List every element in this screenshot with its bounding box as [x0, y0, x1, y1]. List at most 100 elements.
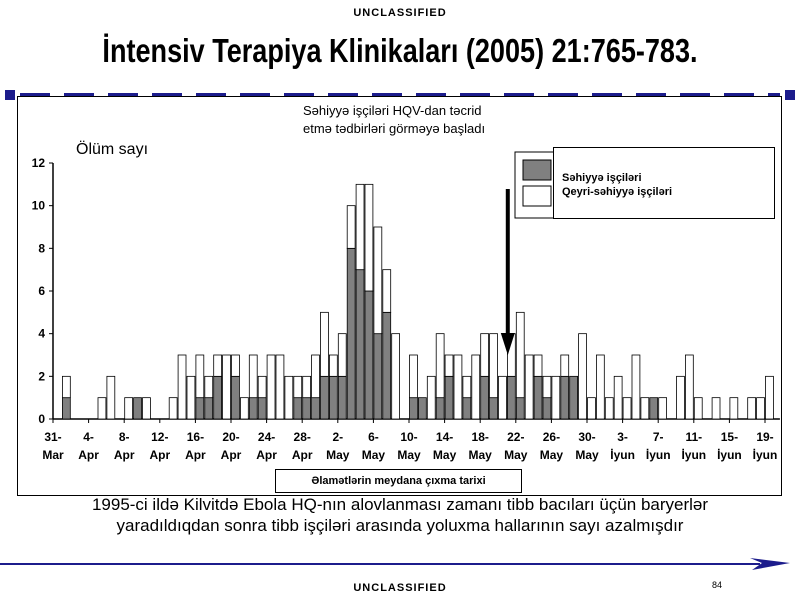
bar-non-health-workers — [435, 333, 445, 399]
chart-annotation: Səhiyyə işçiləri HQV-dan təcrid etmə təd… — [303, 103, 486, 136]
bar-health-workers — [515, 397, 525, 420]
bar-non-health-workers — [409, 354, 418, 399]
bar-health-workers — [62, 397, 71, 420]
x-tick-label-month: Apr — [221, 448, 242, 462]
bar-health-workers — [409, 397, 418, 420]
bar-non-health-workers — [524, 354, 534, 420]
bar-health-workers — [213, 375, 222, 420]
x-tick-label-month: May — [362, 448, 386, 462]
bar-non-health-workers — [498, 375, 507, 420]
x-tick-label-month: May — [397, 448, 421, 462]
bar-health-workers — [462, 397, 472, 420]
y-tick-label: 10 — [32, 199, 46, 213]
x-tick-label-day: 20- — [222, 430, 239, 444]
bar-non-health-workers — [382, 269, 392, 313]
bar-non-health-workers — [489, 333, 498, 399]
x-tick-label-day: 30- — [578, 430, 595, 444]
onset-label-box: Əlamətlərin meydana çıxma tarixi — [275, 469, 522, 493]
bar-health-workers — [506, 375, 516, 420]
x-tick-label-month: May — [433, 448, 457, 462]
bar-non-health-workers — [542, 375, 552, 399]
bar-non-health-workers — [444, 354, 454, 377]
x-tick-label-month: İyun — [646, 447, 671, 462]
bar-non-health-workers — [177, 354, 187, 420]
x-tick-label-month: Apr — [185, 448, 206, 462]
bar-non-health-workers — [551, 375, 561, 420]
x-tick-label-month: Apr — [114, 448, 135, 462]
bar-non-health-workers — [337, 333, 347, 377]
x-tick-label-day: 19- — [756, 430, 773, 444]
bar-non-health-workers — [480, 333, 490, 377]
bar-health-workers — [204, 397, 214, 420]
bar-health-workers — [489, 397, 498, 420]
y-tick-label: 8 — [38, 241, 45, 255]
x-tick-label-month: May — [575, 448, 599, 462]
bar-non-health-workers — [613, 375, 623, 420]
bar-non-health-workers — [453, 354, 463, 420]
bar-health-workers — [533, 375, 543, 420]
title-divider — [5, 90, 795, 100]
bar-non-health-workers — [302, 375, 312, 399]
bar-non-health-workers — [106, 375, 116, 420]
bar-non-health-workers — [711, 397, 721, 420]
bar-non-health-workers — [355, 183, 365, 271]
bottom-divider — [0, 558, 790, 570]
bar-non-health-workers — [231, 354, 240, 377]
bar-non-health-workers — [346, 205, 356, 249]
bar-non-health-workers — [222, 354, 231, 420]
bar-health-workers — [542, 397, 552, 420]
bar-non-health-workers — [373, 226, 383, 335]
bar-non-health-workers — [693, 397, 703, 420]
x-tick-label-day: 28- — [294, 430, 311, 444]
bar-non-health-workers — [685, 354, 694, 420]
bar-health-workers — [257, 397, 267, 420]
arrow-icon — [750, 558, 790, 570]
slide-caption: 1995-ci ildə Kilvitdə Ebola HQ-nın alovl… — [91, 495, 709, 535]
x-tick-label-month: May — [540, 448, 564, 462]
bar-non-health-workers — [596, 354, 605, 420]
bar-health-workers — [337, 375, 347, 420]
bar-non-health-workers — [62, 375, 71, 399]
bar-non-health-workers — [142, 397, 151, 420]
x-tick-label-day: 22- — [507, 430, 524, 444]
bar-health-workers — [133, 397, 142, 420]
bar-health-workers — [382, 311, 392, 420]
bar-health-workers — [320, 375, 329, 420]
legend-swatch-non-health-workers — [522, 185, 552, 207]
slide-title: İntensiv Terapiya Klinikaları (2005) 21:… — [102, 32, 698, 69]
bar-non-health-workers — [622, 397, 632, 420]
bar-non-health-workers — [391, 333, 401, 420]
x-tick-label-month: Mar — [42, 448, 64, 462]
bar-non-health-workers — [604, 397, 614, 420]
bar-non-health-workers — [533, 354, 543, 377]
x-tick-label-day: 18- — [472, 430, 489, 444]
bar-health-workers — [569, 375, 579, 420]
bar-non-health-workers — [515, 311, 525, 399]
chart-frame: 0 2 4 6 8 10 12 31- Mar 4- Apr 8- Apr 12- Apr 16- Apr 20-… — [17, 96, 782, 496]
bar-non-health-workers — [311, 354, 320, 399]
x-tick-label-day: 24- — [258, 430, 275, 444]
x-tick-label-month: İyun — [753, 447, 778, 462]
bar-non-health-workers — [124, 397, 133, 420]
legend-swatch-health-workers — [522, 159, 552, 181]
x-tick-label-day: 16- — [187, 430, 204, 444]
x-tick-label-month: Apr — [78, 448, 99, 462]
x-tick-label-month: May — [504, 448, 528, 462]
x-tick-label-day: 31- — [44, 430, 61, 444]
legend-label-non-health-workers: Qeyri-səhiyyə işçiləri — [562, 186, 673, 198]
x-tick-label-day: 2- — [332, 430, 343, 444]
onset-label: Əlamətlərin meydana çıxma tarixi — [311, 475, 486, 487]
bar-health-workers — [373, 333, 383, 420]
bar-non-health-workers — [640, 397, 650, 420]
x-tick-label-month: May — [469, 448, 493, 462]
bar-non-health-workers — [471, 354, 481, 420]
bar-non-health-workers — [320, 311, 329, 377]
bar-non-health-workers — [765, 375, 774, 420]
bar-non-health-workers — [239, 397, 249, 420]
bar-non-health-workers — [97, 397, 107, 420]
bar-non-health-workers — [729, 397, 739, 420]
x-tick-label-day: 7- — [653, 430, 664, 444]
bar-non-health-workers — [248, 354, 258, 399]
bar-non-health-workers — [275, 354, 285, 420]
bar-non-health-workers — [756, 397, 765, 420]
